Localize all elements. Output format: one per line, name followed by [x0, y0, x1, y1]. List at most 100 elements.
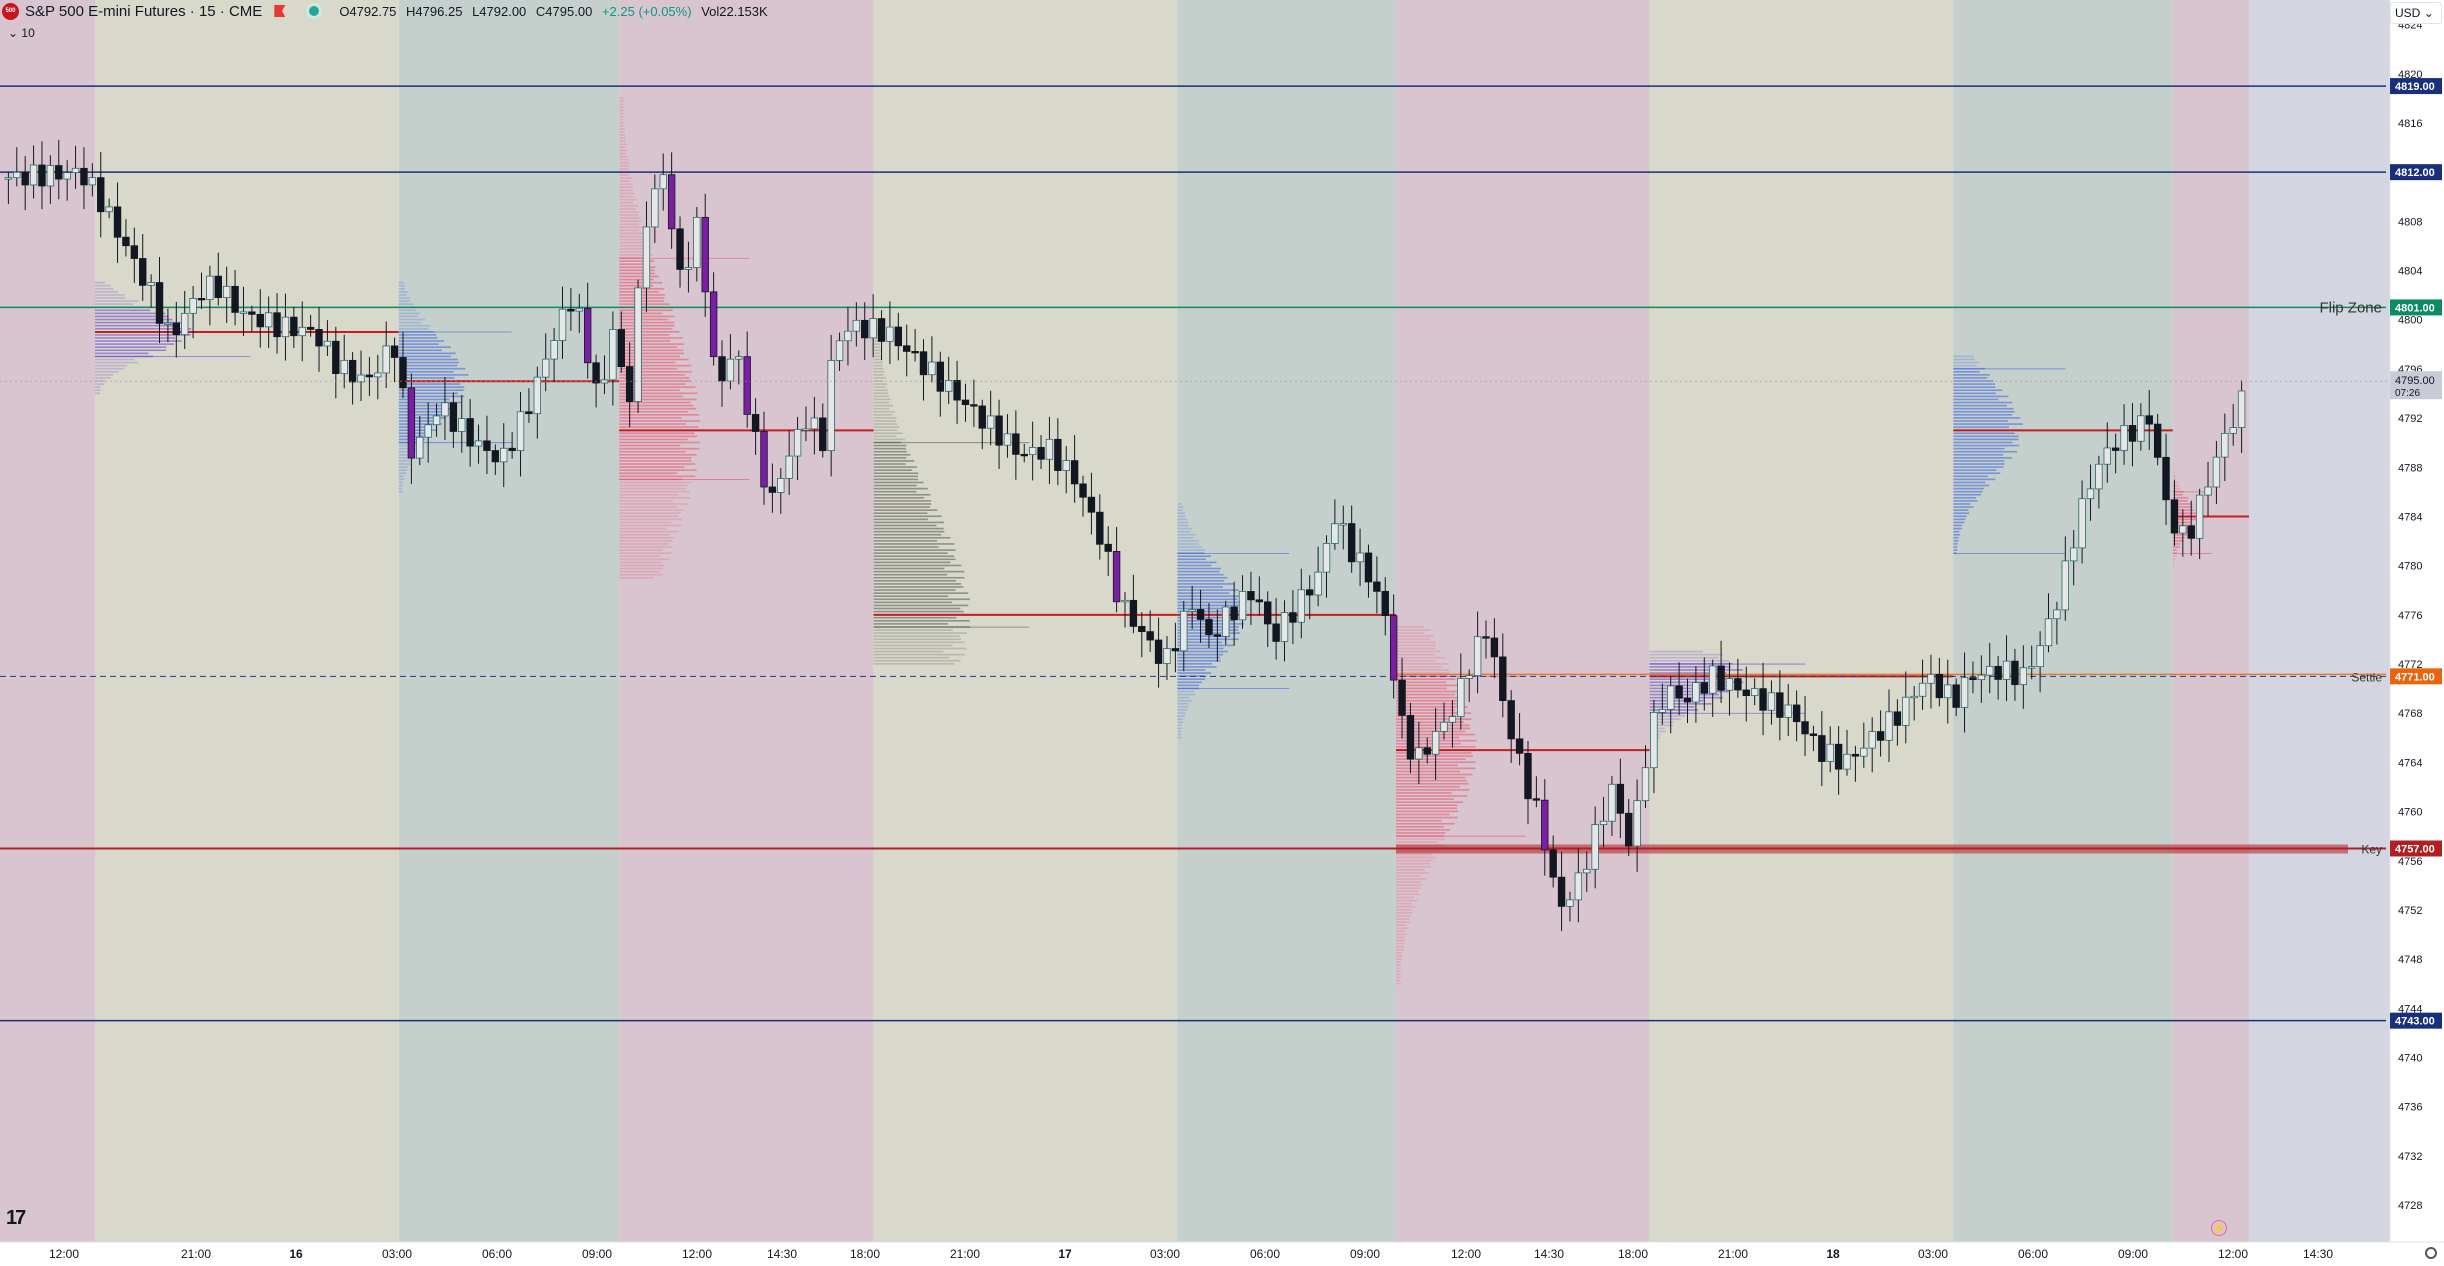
candle-body — [4, 177, 13, 180]
candle-body — [2103, 447, 2111, 465]
profile-row — [873, 426, 900, 428]
candle-body — [449, 402, 458, 432]
candle-body — [1910, 695, 1918, 699]
candle — [1347, 505, 1356, 573]
gear-icon[interactable] — [2425, 1247, 2437, 1259]
profile-row — [1649, 721, 1674, 724]
profile-row — [2172, 472, 2175, 475]
profile-row — [1953, 441, 2013, 444]
level-badge-label: 4819.00 — [2395, 81, 2435, 93]
candle — [1264, 591, 1272, 648]
candle — [2078, 480, 2086, 564]
profile-row — [94, 377, 111, 379]
candle — [810, 396, 819, 455]
last-price-badge — [2390, 371, 2442, 400]
candle-body — [1255, 599, 1264, 603]
last-price-label: 4795.00 — [2395, 375, 2435, 387]
candle — [164, 308, 172, 343]
candle — [2153, 413, 2162, 466]
candle — [1364, 544, 1373, 598]
candle — [659, 153, 667, 211]
candle-body — [441, 402, 449, 417]
candle — [760, 411, 768, 505]
profile-row — [1953, 444, 2020, 447]
profile-row — [1395, 715, 1457, 717]
profile-row — [398, 386, 465, 388]
candle-body — [1180, 610, 1188, 652]
candle-body — [1188, 609, 1196, 612]
candle — [172, 301, 181, 358]
profile-row — [619, 521, 671, 524]
profile-row — [619, 463, 696, 465]
level-badge-label: 4771.00 — [2395, 671, 2435, 683]
profile-row — [873, 414, 893, 416]
candle — [500, 423, 508, 488]
profile-row — [619, 315, 675, 318]
candle — [130, 227, 139, 284]
profile-row — [1177, 595, 1241, 598]
profile-row — [873, 401, 890, 404]
currency-select[interactable]: USD ⌄ — [2390, 2, 2442, 24]
candle — [1969, 661, 1977, 694]
profile-row — [619, 186, 633, 189]
profile-row — [619, 106, 624, 109]
y-tick-label: 4768 — [2398, 708, 2422, 720]
x-tick-label: 18 — [1826, 1247, 1840, 1261]
profile-row — [873, 549, 956, 551]
profile-row — [398, 404, 448, 407]
candle-body — [13, 171, 21, 179]
x-tick-label: 21:00 — [950, 1247, 980, 1261]
candle-body — [1230, 606, 1238, 621]
indicator-toggle[interactable]: ⌄ 10 — [8, 26, 35, 40]
profile-row — [1953, 533, 1961, 536]
candle — [735, 350, 743, 385]
candle — [4, 171, 13, 205]
profile-row — [1395, 656, 1446, 659]
candle — [1028, 421, 1037, 481]
candle — [1062, 446, 1070, 494]
candle-body — [273, 312, 281, 338]
profile-row — [873, 644, 953, 647]
candle-body — [583, 307, 592, 364]
profile-row — [873, 647, 967, 650]
candle-body — [1767, 692, 1776, 711]
profile-row — [619, 158, 628, 161]
candle-body — [1826, 743, 1834, 762]
profile-row — [1395, 908, 1412, 911]
candle-body — [785, 455, 793, 479]
candle-body — [290, 316, 298, 337]
profile-row — [1395, 663, 1449, 665]
profile-row — [873, 543, 955, 545]
candle — [919, 339, 928, 401]
profile-row — [1177, 656, 1221, 659]
profile-row — [619, 361, 676, 364]
profile-row — [1395, 819, 1442, 822]
profile-row — [2172, 533, 2188, 536]
profile-row — [873, 656, 950, 659]
candle — [365, 356, 374, 397]
candle — [642, 201, 651, 313]
lightning-icon[interactable]: ⚡ — [2211, 1220, 2227, 1236]
profile-row — [1177, 709, 1187, 711]
profile-row — [2172, 466, 2174, 468]
profile-row — [1177, 583, 1235, 585]
x-tick-label: 17 — [1058, 1247, 1072, 1261]
profile-row — [619, 472, 678, 475]
flag-icon[interactable] — [274, 5, 286, 17]
y-tick-label: 4808 — [2398, 216, 2422, 228]
tradingview-logo-icon[interactable]: 17 — [6, 1207, 26, 1229]
profile-row — [1395, 798, 1454, 800]
profile-row — [619, 573, 663, 576]
profile-row — [619, 561, 662, 564]
candle-body — [1196, 609, 1205, 620]
candle — [256, 289, 264, 348]
candle — [2179, 509, 2187, 557]
y-tick-label: 4784 — [2398, 511, 2422, 523]
symbol-title[interactable]: S&P 500 E-mini Futures · 15 · CME — [25, 2, 263, 20]
candle — [768, 463, 777, 513]
y-tick-label: 4788 — [2398, 462, 2422, 474]
candle — [2145, 389, 2153, 450]
profile-row — [873, 546, 939, 548]
candle — [1297, 568, 1306, 639]
